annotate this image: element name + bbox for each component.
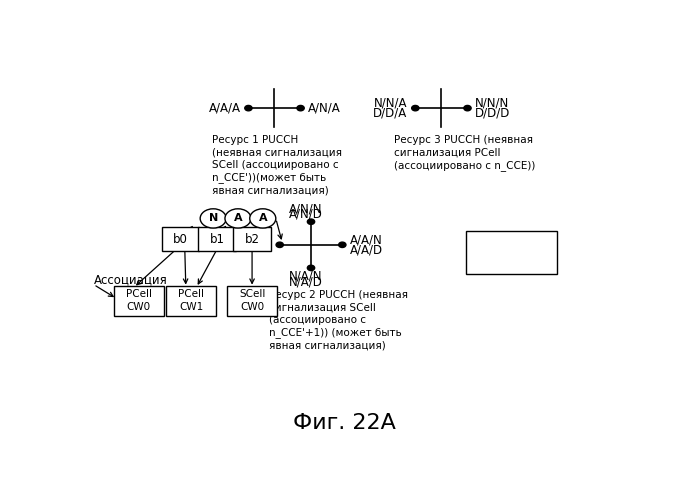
Text: A/A/N: A/A/N: [350, 234, 383, 246]
Text: A/A/A: A/A/A: [209, 102, 241, 114]
Circle shape: [308, 265, 315, 270]
Text: D/D/D: D/D/D: [494, 256, 530, 268]
Text: N/A/D: N/A/D: [289, 276, 323, 288]
Text: N: N: [209, 214, 218, 224]
Text: D/D/A: D/D/A: [374, 106, 408, 120]
FancyBboxPatch shape: [114, 286, 164, 316]
Circle shape: [276, 242, 283, 248]
Text: D/D/D: D/D/D: [475, 106, 511, 120]
Text: Ассоциация: Ассоциация: [94, 273, 168, 286]
Circle shape: [412, 106, 419, 111]
Text: b0: b0: [173, 232, 188, 245]
Circle shape: [297, 106, 304, 111]
FancyBboxPatch shape: [234, 227, 271, 251]
Circle shape: [308, 219, 315, 224]
Text: Нет передачи: Нет передачи: [468, 235, 555, 248]
Text: PCell
CW1: PCell CW1: [178, 290, 204, 312]
Text: N/A/N: N/A/N: [289, 270, 322, 283]
Text: N/N/A: N/N/A: [374, 96, 408, 110]
Text: b2: b2: [244, 232, 260, 245]
Text: N/N/N: N/N/N: [475, 96, 509, 110]
Circle shape: [200, 209, 226, 228]
Text: A/N/A: A/N/A: [308, 102, 341, 114]
Text: A: A: [234, 214, 242, 224]
Text: Ресурс 2 PUCCH (неявная
сигнализация SCell
(ассоциировано с
n_CCE'+1)) (может бы: Ресурс 2 PUCCH (неявная сигнализация SCe…: [269, 290, 409, 350]
Circle shape: [464, 106, 471, 111]
Text: A/N/D: A/N/D: [289, 208, 323, 221]
Text: A/N/N: A/N/N: [289, 202, 322, 215]
FancyBboxPatch shape: [466, 232, 557, 274]
Text: Ресурс 1 PUCCH
(неявная сигнализация
SCell (ассоциировано с
n_CCE'))(может быть
: Ресурс 1 PUCCH (неявная сигнализация SCe…: [212, 135, 342, 196]
Circle shape: [245, 106, 252, 111]
Circle shape: [225, 209, 251, 228]
Text: A: A: [258, 214, 267, 224]
Text: Ресурс 3 PUCCH (неявная
сигнализация PCell
(ассоциировано с n_CCE)): Ресурс 3 PUCCH (неявная сигнализация PCe…: [394, 135, 536, 171]
Text: Фиг. 22А: Фиг. 22А: [293, 414, 396, 434]
Text: N/N/D: N/N/D: [495, 245, 529, 258]
FancyBboxPatch shape: [199, 227, 236, 251]
Circle shape: [339, 242, 346, 248]
FancyBboxPatch shape: [162, 227, 199, 251]
Text: SCell
CW0: SCell CW0: [239, 290, 265, 312]
Text: A/A/D: A/A/D: [350, 244, 383, 256]
FancyBboxPatch shape: [166, 286, 216, 316]
FancyBboxPatch shape: [227, 286, 277, 316]
Text: PCell
CW0: PCell CW0: [126, 290, 152, 312]
Text: b1: b1: [209, 232, 225, 245]
Circle shape: [250, 209, 276, 228]
